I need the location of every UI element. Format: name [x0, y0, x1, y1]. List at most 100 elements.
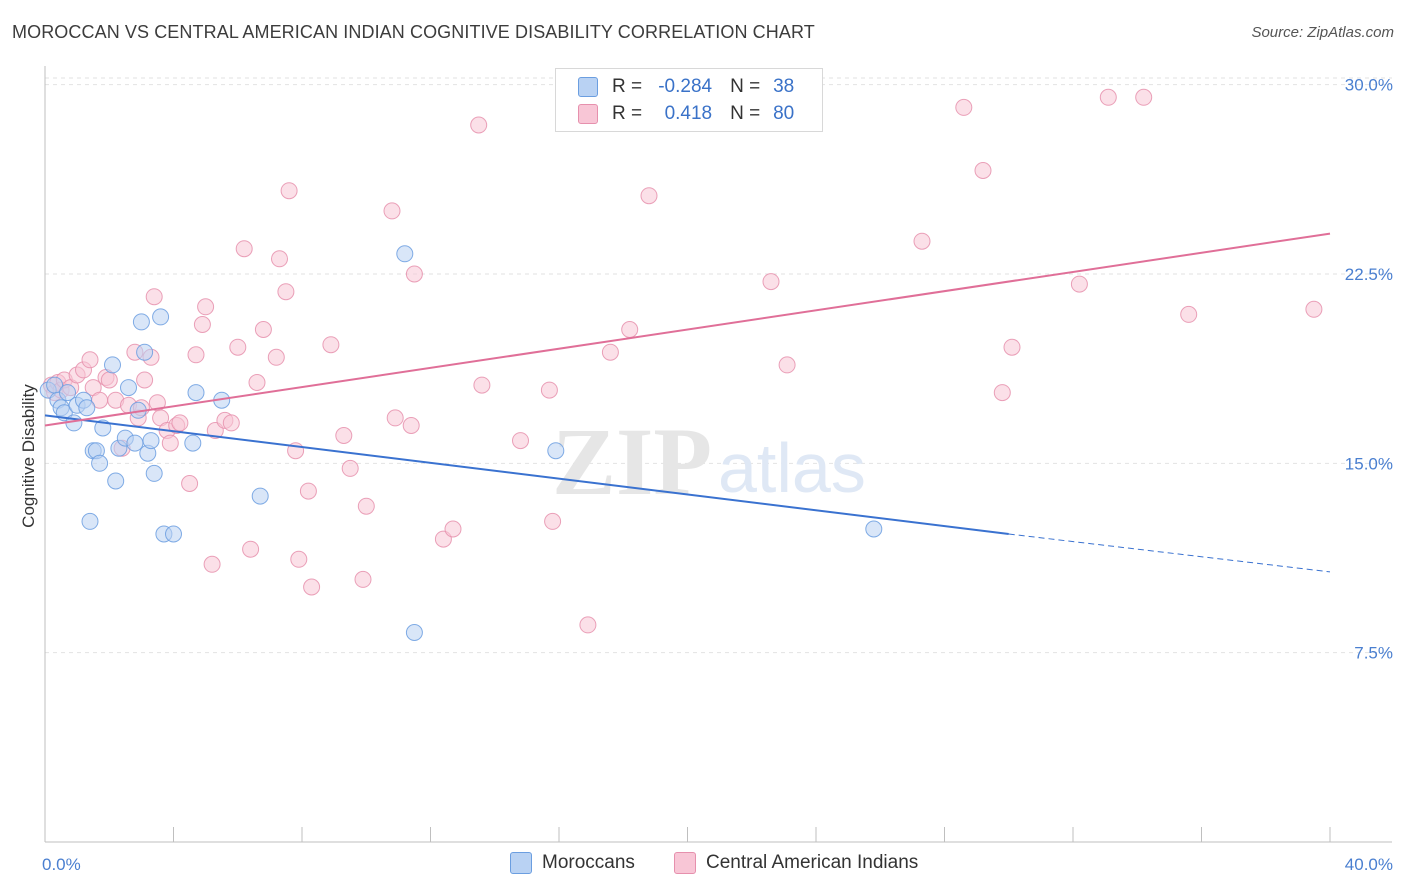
data-point: [1070, 275, 1088, 293]
data-point: [354, 570, 372, 588]
data-point: [229, 338, 247, 356]
data-point: [197, 298, 215, 316]
legend-swatch-central-american-indians: [578, 104, 598, 124]
grid-lines: [45, 77, 1392, 654]
watermark: ZIP atlas: [552, 408, 866, 515]
data-point: [470, 116, 488, 134]
legend-r-value-central-american-indians: 0.418: [664, 103, 713, 124]
data-point: [290, 550, 308, 568]
data-point: [1135, 88, 1153, 106]
legend-n-label: N =: [730, 103, 761, 124]
data-point: [126, 434, 144, 452]
legend-n-label: N =: [730, 76, 761, 97]
series-legend-label-central-american-indians: Central American Indians: [706, 852, 919, 873]
data-point: [152, 308, 170, 326]
data-point: [547, 442, 565, 460]
data-point: [271, 250, 288, 268]
data-point: [396, 245, 414, 263]
y-tick-label: 7.5%: [1354, 644, 1393, 663]
data-point: [974, 162, 992, 179]
data-point: [1180, 305, 1198, 323]
data-point: [254, 321, 272, 338]
data-point: [1099, 88, 1117, 106]
legend-row-moroccans: R = -0.284 N = 38: [578, 75, 794, 99]
data-point: [865, 520, 883, 538]
x-tick-label-max: 40.0%: [1345, 855, 1393, 874]
chart-title: MOROCCAN VS CENTRAL AMERICAN INDIAN COGN…: [12, 22, 815, 42]
data-point: [81, 512, 99, 530]
data-point: [267, 348, 285, 366]
data-point: [120, 379, 137, 397]
data-point: [91, 454, 109, 472]
data-point: [601, 343, 619, 361]
data-point: [187, 384, 205, 402]
data-point: [184, 434, 202, 452]
trend-line-moroccans: [44, 414, 1009, 535]
legend-r-label: R =: [612, 103, 643, 124]
data-point: [193, 316, 211, 333]
data-point: [473, 376, 491, 394]
y-tick-label: 22.5%: [1345, 265, 1393, 284]
data-point: [955, 98, 973, 116]
legend-n-value-central-american-indians: 80: [773, 103, 795, 124]
trend-line-central-american-indians: [44, 232, 1331, 427]
data-point: [405, 265, 423, 283]
legend-swatch-moroccans: [578, 77, 598, 97]
data-point: [913, 232, 931, 250]
data-point: [222, 414, 240, 432]
data-point: [145, 464, 163, 482]
source-credit: Source: ZipAtlas.com: [1251, 24, 1394, 41]
data-point: [322, 336, 340, 354]
data-point: [402, 417, 420, 434]
data-point: [341, 459, 359, 477]
data-point: [383, 202, 401, 220]
data-point: [136, 343, 154, 361]
data-point: [165, 525, 182, 543]
data-point: [303, 578, 321, 596]
data-point: [386, 409, 404, 427]
data-point: [405, 624, 423, 641]
data-point: [242, 540, 260, 558]
data-point: [778, 356, 796, 374]
data-point: [145, 288, 163, 306]
series-legend-label-moroccans: Moroccans: [542, 852, 635, 873]
data-point: [640, 187, 658, 205]
data-point: [104, 356, 121, 374]
y-tick-label: 30.0%: [1345, 76, 1393, 95]
data-point: [78, 399, 96, 417]
data-point: [248, 374, 266, 391]
data-point: [544, 512, 562, 530]
data-point: [1003, 338, 1021, 356]
data-point: [107, 472, 125, 490]
data-point: [444, 520, 462, 538]
data-point: [621, 321, 639, 338]
data-point: [357, 497, 375, 515]
y-axis-title: Cognitive Disability: [19, 384, 38, 528]
legend-row-central-american-indians: R = 0.418 N = 80: [578, 102, 794, 126]
data-point: [136, 371, 154, 389]
data-point: [59, 384, 76, 402]
watermark-zip: ZIP: [552, 408, 712, 515]
data-point: [280, 182, 298, 200]
data-point: [132, 313, 150, 331]
data-point: [81, 351, 99, 369]
data-point: [94, 419, 112, 437]
data-point: [993, 384, 1011, 402]
series-central-american-indians-points: [42, 88, 1323, 634]
data-point: [512, 432, 529, 450]
legend-n-value-moroccans: 38: [773, 76, 795, 97]
y-tick-label: 15.0%: [1345, 454, 1393, 473]
trend-line-moroccans-extension: [1008, 533, 1331, 573]
data-point: [171, 414, 189, 432]
series-legend-central-american-indians[interactable]: Central American Indians: [674, 852, 918, 874]
legend-r-value-moroccans: -0.284: [658, 76, 713, 97]
x-tick-label-min: 0.0%: [42, 855, 81, 874]
data-point: [235, 240, 253, 258]
data-point: [579, 616, 597, 634]
watermark-atlas: atlas: [718, 429, 866, 507]
series-legend-swatch-central-american-indians: [674, 852, 696, 874]
series-legend-moroccans[interactable]: Moroccans: [510, 852, 635, 874]
data-point: [187, 346, 205, 364]
data-point: [161, 434, 179, 452]
